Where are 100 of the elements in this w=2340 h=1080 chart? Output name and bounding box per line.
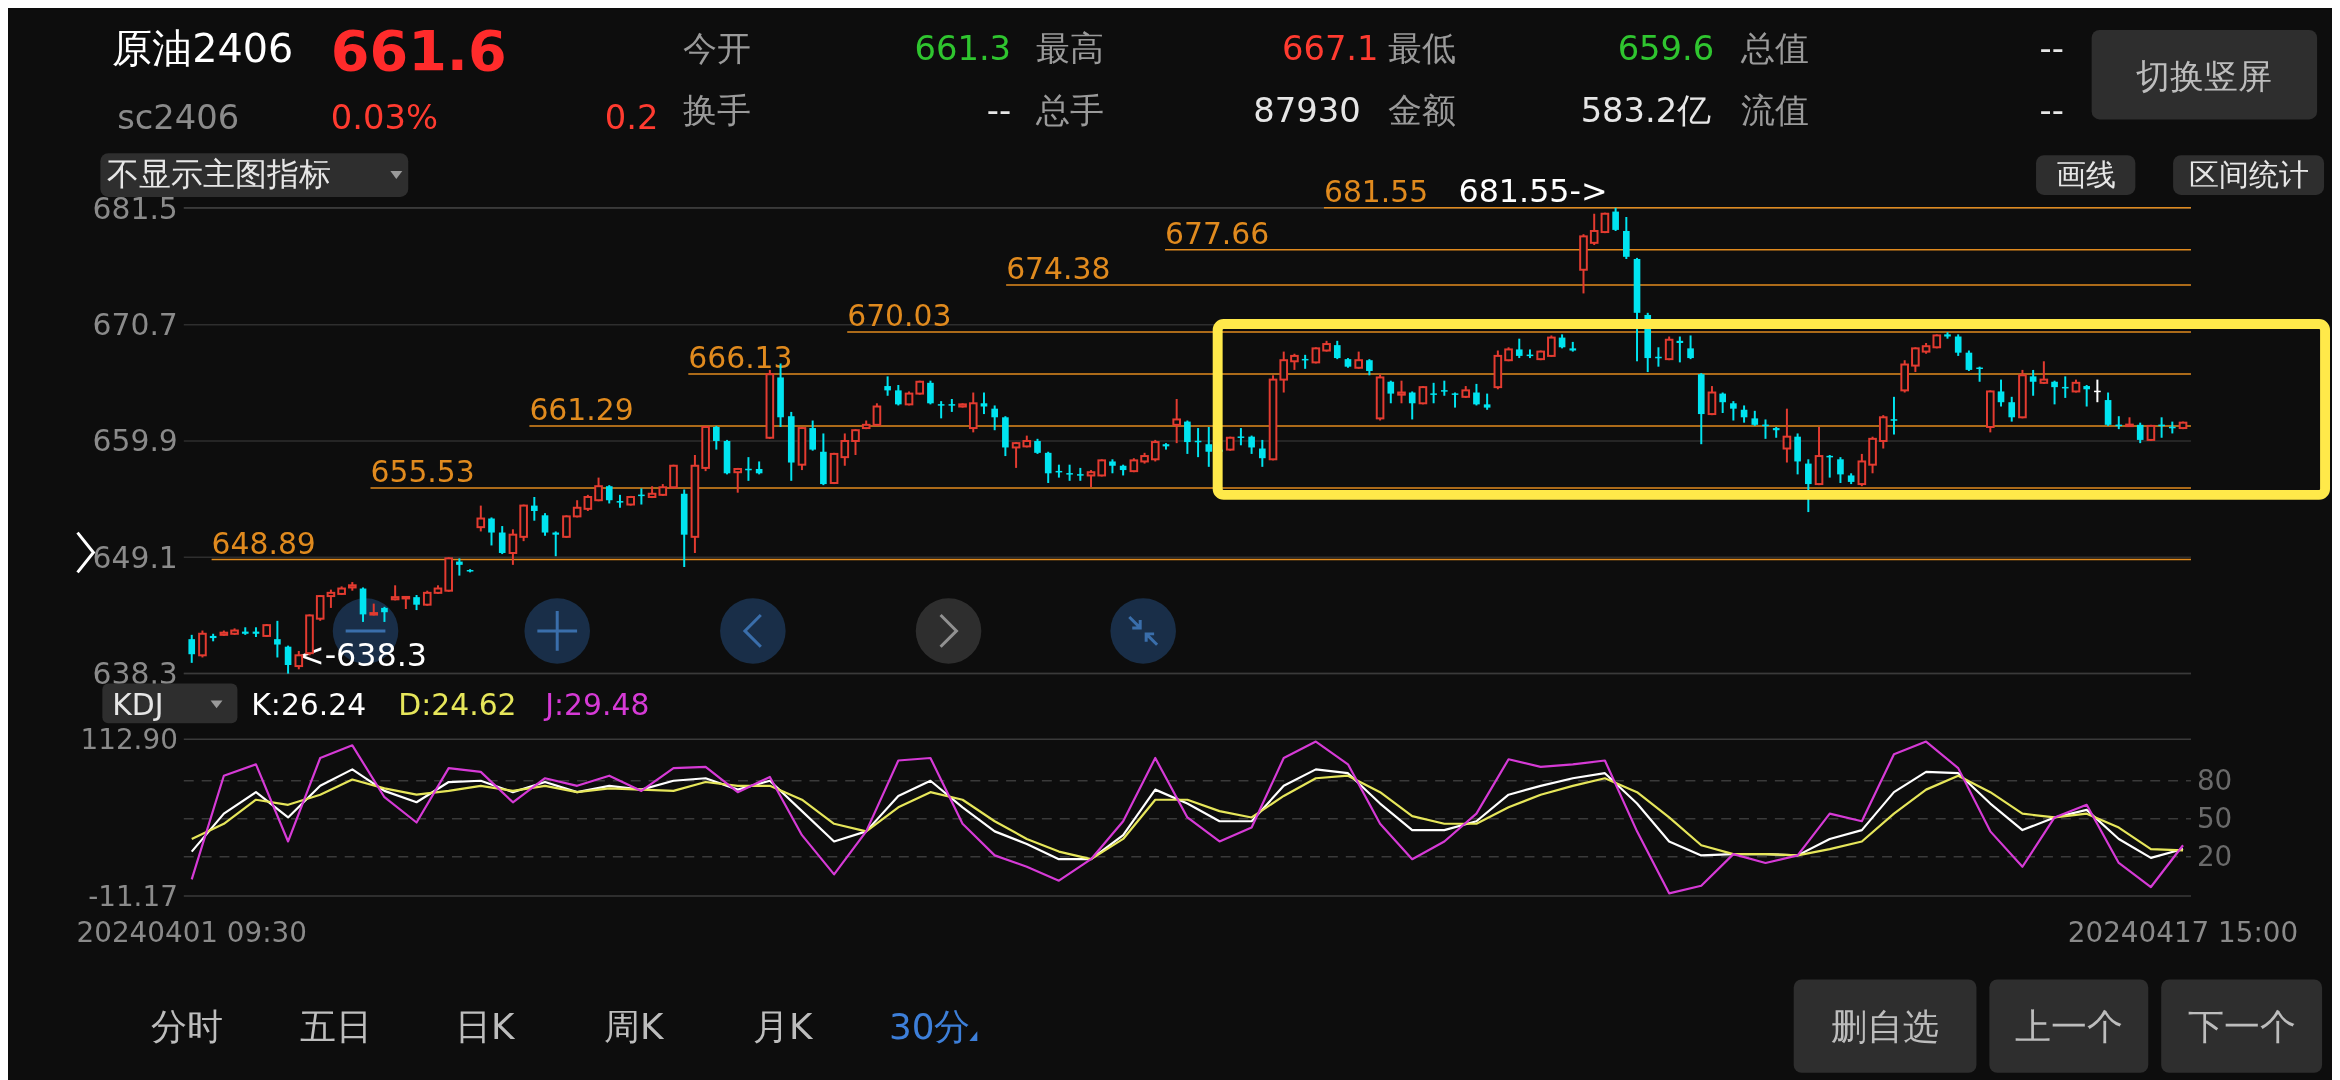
- text: 659.6: [1617, 28, 1715, 68]
- ref-line-label: 681.55: [1323, 173, 1429, 209]
- candlestick: [1707, 385, 1717, 417]
- text: 画线: [2055, 156, 2116, 192]
- candlestick: [1954, 333, 1962, 357]
- text: 下一个: [2187, 1006, 2296, 1048]
- text: 最低: [1388, 28, 1457, 68]
- candlestick: [895, 383, 902, 407]
- candlestick: [315, 593, 325, 622]
- candlestick: [851, 428, 860, 456]
- text: 总手: [1034, 91, 1104, 131]
- text: sc2406: [117, 98, 240, 138]
- candlestick: [508, 528, 518, 566]
- text: 不显示主图指标: [107, 155, 332, 192]
- annotation: 681.55->: [1458, 172, 1608, 209]
- text: 0.03%: [330, 98, 438, 138]
- candlestick: [2051, 379, 2058, 406]
- text: 五日: [299, 1006, 372, 1048]
- y-tick-label: 649.1: [92, 539, 178, 575]
- y2-tick-label: 50: [2196, 802, 2233, 836]
- text: D:24.62: [398, 687, 517, 723]
- candlestick: [1011, 441, 1021, 469]
- text: 周K: [603, 1006, 665, 1048]
- text: 87930: [1253, 91, 1361, 131]
- candlestick: [1150, 438, 1160, 463]
- text: 切换竖屏: [2135, 56, 2272, 96]
- text: 今开: [683, 28, 752, 68]
- candlestick: [927, 379, 934, 406]
- ref-line-label: 648.89: [211, 525, 316, 561]
- candlestick: [1333, 339, 1341, 361]
- y-tick-label: 112.90: [80, 722, 178, 756]
- text: 分时: [150, 1006, 223, 1048]
- candlestick: [872, 402, 882, 427]
- text: 661.3: [914, 28, 1012, 68]
- candlestick: [1997, 378, 2005, 408]
- candlestick: [326, 588, 336, 609]
- candlestick: [605, 484, 613, 505]
- text: --: [2039, 28, 2064, 68]
- text: 原油2406: [112, 24, 294, 71]
- text: 换手: [683, 91, 752, 131]
- text: --: [2039, 91, 2064, 131]
- candlestick: [2029, 368, 2037, 397]
- text: 30分: [888, 1006, 971, 1048]
- text: --: [986, 91, 1012, 131]
- candlestick: [1782, 407, 1792, 464]
- candlestick: [541, 512, 549, 537]
- text: 583.2亿: [1580, 91, 1712, 131]
- candlestick: [1515, 337, 1523, 360]
- candlestick: [274, 619, 281, 659]
- candlestick: [980, 391, 988, 416]
- candlestick: [1473, 382, 1480, 407]
- candlestick: [1397, 379, 1406, 405]
- text: 月K: [752, 1006, 814, 1048]
- series-label: J:29.48: [543, 687, 650, 723]
- candlestick: [488, 516, 495, 547]
- text: 0.2: [604, 98, 659, 138]
- ref-line-label: 666.13: [688, 339, 793, 375]
- text: 金额: [1388, 91, 1457, 131]
- candlestick: [531, 495, 538, 522]
- candlestick: [1279, 350, 1289, 394]
- text: 总值: [1740, 28, 1810, 68]
- candlestick: [1259, 438, 1266, 468]
- x-tick-label: 20240401 09:30: [76, 915, 307, 949]
- x-tick-label: 20240417 15:00: [2067, 915, 2299, 949]
- candlestick: [1044, 450, 1052, 484]
- candlestick: [1719, 391, 1726, 414]
- candlestick: [991, 404, 998, 432]
- candlestick: [1408, 390, 1416, 421]
- candlestick: [884, 375, 891, 397]
- candlestick: [2008, 395, 2016, 423]
- candlestick: [1911, 346, 1920, 374]
- ref-line-label: 661.29: [529, 392, 634, 428]
- text: 661.6: [330, 17, 507, 83]
- candlestick: [713, 424, 720, 451]
- candlestick: [1730, 400, 1737, 422]
- candlestick: [188, 633, 196, 664]
- candlestick: [1890, 395, 1898, 436]
- candlestick: [1878, 414, 1888, 450]
- ref-line-label: 655.53: [370, 454, 475, 490]
- candlestick: [498, 525, 506, 556]
- y-tick-label: -11.17: [88, 879, 178, 913]
- candlestick: [1172, 397, 1181, 445]
- text: 日K: [454, 1006, 516, 1048]
- ref-line-label: 677.66: [1165, 215, 1270, 251]
- y-tick-label: 659.9: [92, 423, 178, 459]
- candlestick: [476, 504, 486, 533]
- y-tick-label: 681.5: [92, 190, 178, 226]
- text: 删自选: [1831, 1006, 1940, 1048]
- text: 流值: [1741, 91, 1810, 131]
- ref-line-label: 674.38: [1006, 251, 1111, 287]
- candlestick: [2136, 421, 2144, 445]
- candlestick: [1248, 434, 1255, 455]
- text: 667.1: [1281, 28, 1379, 68]
- candlestick: [562, 514, 571, 539]
- line-series: [190, 740, 2185, 895]
- candlestick: [809, 419, 816, 452]
- candlestick: [1589, 212, 1599, 246]
- text: 上一个: [2014, 1006, 2123, 1048]
- series-label: K:26.24: [251, 687, 367, 723]
- y2-tick-label: 80: [2196, 764, 2233, 798]
